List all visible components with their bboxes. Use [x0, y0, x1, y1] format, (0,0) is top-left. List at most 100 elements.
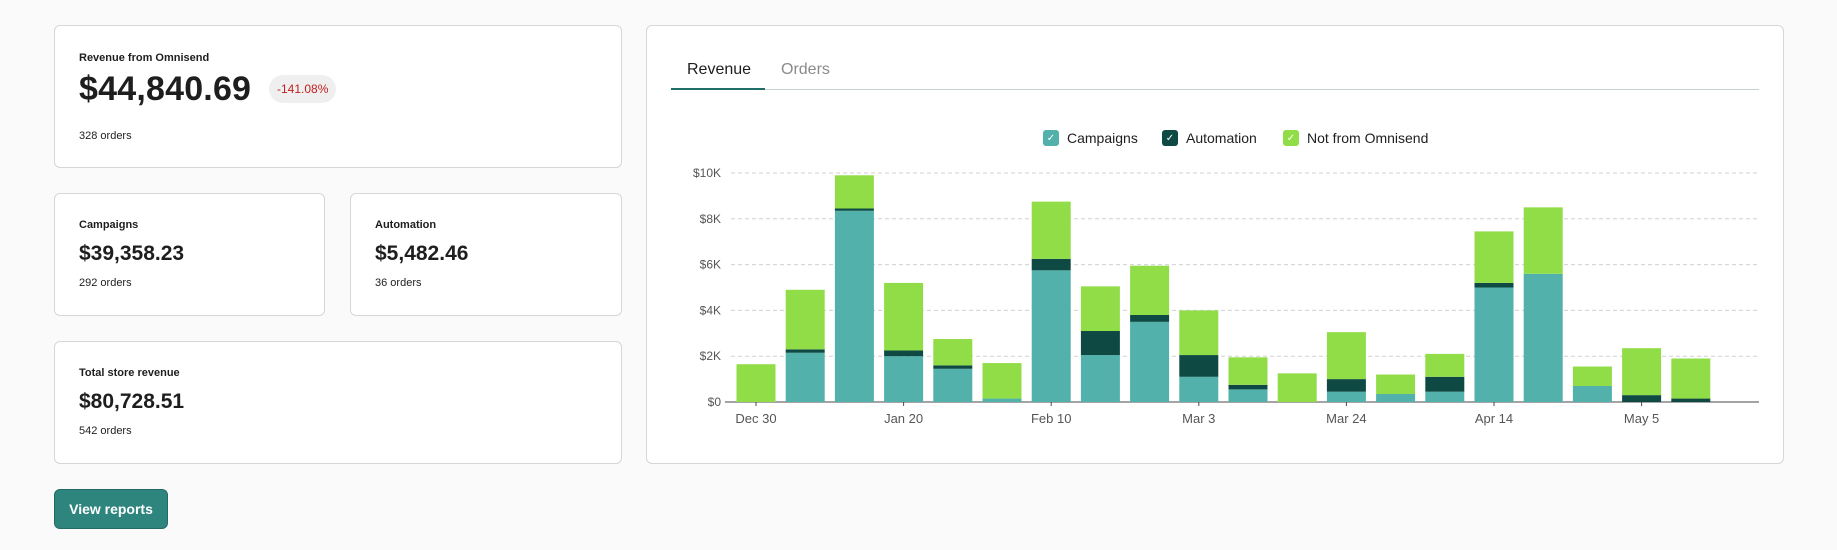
bar-segment-not-from-omnisend [1080, 286, 1120, 332]
bar-segment-automation [1326, 379, 1366, 392]
bar-segment-automation [884, 350, 924, 357]
bar-segment-automation [1425, 376, 1465, 392]
bar-segment-campaigns [1031, 270, 1071, 402]
total-orders: 542 orders [79, 425, 132, 437]
orders-count: 542 [79, 425, 98, 437]
campaigns-card: Campaigns $39,358.23 292 orders [54, 193, 325, 316]
x-tick-label: May 5 [1624, 411, 1659, 426]
bar-segment-not-from-omnisend [933, 339, 973, 366]
bar-segment-automation [1130, 314, 1170, 322]
bar-segment-automation [933, 365, 973, 369]
bar-segment-not-from-omnisend [1031, 201, 1071, 259]
bar-segment-not-from-omnisend [1523, 207, 1563, 274]
bar-segment-not-from-omnisend [785, 289, 825, 350]
bar-segment-not-from-omnisend [1572, 366, 1612, 386]
x-tick-label: Dec 30 [735, 411, 776, 426]
bar-segment-automation [1080, 331, 1120, 356]
y-tick-label: $0 [708, 395, 722, 409]
bar-segment-campaigns [982, 398, 1022, 402]
bar-segment-campaigns [1425, 391, 1465, 402]
campaigns-orders: 292 orders [79, 277, 132, 289]
y-tick-label: $4K [700, 303, 721, 317]
bar-segment-automation [1228, 384, 1268, 390]
bar-segment-not-from-omnisend [1425, 353, 1465, 377]
bar-segment-campaigns [1572, 385, 1612, 402]
omnisend-revenue-value: $44,840.69 [79, 70, 252, 108]
y-tick-label: $2K [700, 349, 721, 363]
automation-orders: 36 orders [375, 277, 422, 289]
bar-segment-campaigns [785, 352, 825, 402]
orders-suffix: orders [97, 277, 132, 289]
tab-revenue-underline [671, 88, 765, 90]
bar-segment-campaigns [1474, 287, 1514, 402]
y-tick-label: $10K [693, 166, 721, 180]
omnisend-orders: 328 orders [79, 130, 132, 142]
campaigns-label: Campaigns [79, 219, 139, 231]
bar-segment-not-from-omnisend [1671, 358, 1711, 399]
bar-segment-not-from-omnisend [1130, 265, 1170, 315]
bar-segment-not-from-omnisend [982, 363, 1022, 399]
bar-segment-automation [1622, 395, 1662, 402]
bar-segment-automation [785, 349, 825, 353]
omnisend-revenue-card: Revenue from Omnisend $44,840.69 -141.08… [54, 25, 622, 168]
view-reports-button[interactable]: View reports [54, 489, 168, 529]
bar-segment-not-from-omnisend [1179, 310, 1219, 356]
bar-segment-not-from-omnisend [1326, 332, 1366, 380]
orders-count: 292 [79, 277, 98, 289]
total-revenue-value: $80,728.51 [79, 390, 185, 413]
orders-count: 328 [79, 130, 98, 142]
bar-segment-not-from-omnisend [884, 282, 924, 351]
revenue-chart: $0 $2K $4K $6K $8K $10K Dec 30 Jan 20 Feb 10 Mar … [693, 166, 1759, 426]
campaigns-value: $39,358.23 [79, 242, 185, 265]
bar-segment-campaigns [1376, 393, 1416, 402]
check-icon: ✓ [1162, 130, 1178, 146]
tab-orders[interactable]: Orders [781, 61, 830, 78]
bar-segment-not-from-omnisend [1622, 348, 1662, 396]
legend-label: Automation [1186, 130, 1257, 146]
orders-suffix: orders [97, 130, 132, 142]
bar-segment-campaigns [834, 210, 874, 402]
bar-segment-automation [1031, 258, 1071, 271]
x-tick-label: Mar 24 [1326, 411, 1366, 426]
omnisend-revenue-label: Revenue from Omnisend [79, 52, 210, 64]
tabs-divider [765, 89, 1759, 90]
bar-segment-automation [1179, 355, 1219, 377]
x-tick-label: Feb 10 [1031, 411, 1071, 426]
bar-segment-not-from-omnisend [1376, 374, 1416, 394]
bar-segment-automation [1474, 282, 1514, 288]
y-tick-label: $6K [700, 258, 721, 272]
bar-segment-not-from-omnisend [736, 364, 776, 402]
bar-segment-automation [1671, 398, 1711, 402]
orders-suffix: orders [97, 425, 132, 437]
automation-card: Automation $5,482.46 36 orders [350, 193, 622, 316]
x-tick-label: Mar 3 [1182, 411, 1215, 426]
bar-segment-campaigns [884, 356, 924, 402]
bar-segment-automation [834, 208, 874, 211]
check-icon: ✓ [1283, 130, 1299, 146]
bar-segment-campaigns [1080, 355, 1120, 402]
x-tick-label: Apr 14 [1475, 411, 1513, 426]
orders-suffix: orders [387, 277, 422, 289]
bar-segment-campaigns [1326, 391, 1366, 402]
total-revenue-label: Total store revenue [79, 367, 180, 379]
change-badge: -141.08% [269, 75, 337, 103]
legend-not-from-omnisend[interactable]: ✓ Not from Omnisend [1283, 130, 1428, 146]
bar-segment-campaigns [1130, 321, 1170, 402]
bar-segment-not-from-omnisend [1474, 231, 1514, 283]
check-icon: ✓ [1043, 130, 1059, 146]
orders-count: 36 [375, 277, 388, 289]
x-tick-label: Jan 20 [884, 411, 923, 426]
bar-segment-campaigns [933, 368, 973, 402]
legend-campaigns[interactable]: ✓ Campaigns [1043, 130, 1138, 146]
bar-segment-not-from-omnisend [1277, 373, 1317, 402]
bar-segment-campaigns [1523, 273, 1563, 402]
tab-revenue[interactable]: Revenue [687, 61, 752, 78]
legend-label: Not from Omnisend [1307, 130, 1429, 146]
bar-segment-not-from-omnisend [1228, 357, 1268, 385]
legend-automation[interactable]: ✓ Automation [1162, 130, 1257, 146]
bar-segment-not-from-omnisend [834, 175, 874, 209]
automation-label: Automation [375, 219, 437, 231]
y-tick-label: $8K [700, 212, 721, 226]
total-revenue-card: Total store revenue $80,728.51 542 order… [54, 341, 622, 464]
bar-segment-campaigns [1228, 389, 1268, 402]
